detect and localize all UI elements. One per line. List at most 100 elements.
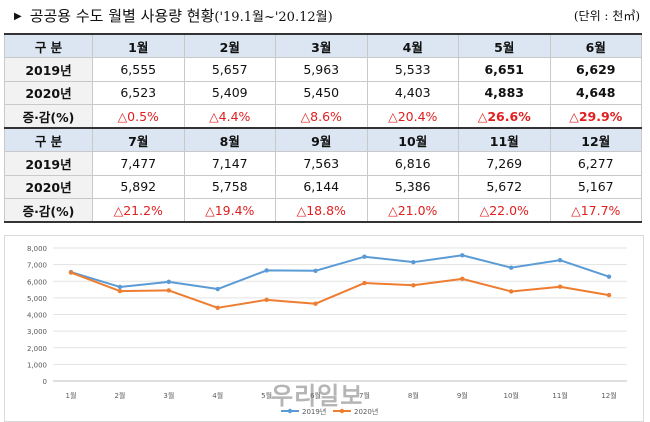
- table-cell: △19.4%: [183, 198, 276, 224]
- table-cell: △0.5%: [92, 103, 185, 129]
- y-tick-label: 6,000: [27, 278, 47, 286]
- table-cell: 5,533: [366, 57, 459, 82]
- table-cell: △18.8%: [275, 198, 368, 224]
- row-label: 구 분: [4, 33, 93, 59]
- x-tick-label: 5월: [261, 391, 272, 400]
- line-chart: 0 1,000 2,000 3,000 4,000 5,000 6,000 7,000 8,00…: [4, 235, 644, 422]
- x-tick-label: 11월: [552, 391, 567, 400]
- table-cell: △26.6%: [458, 103, 551, 129]
- x-tick-label: 4월: [212, 391, 223, 400]
- table-cell: 6,816: [366, 151, 459, 176]
- row-label: 증·감(%): [4, 198, 93, 224]
- table-cell: △17.7%: [549, 198, 642, 224]
- table-cell: 5,657: [183, 57, 276, 82]
- title-text: 공공용 수도 월별 사용량 현황: [29, 7, 215, 25]
- data-point: [508, 289, 514, 294]
- x-tick-label: 8월: [408, 391, 419, 400]
- y-tick-label: 4,000: [27, 312, 47, 320]
- table-cell: 5,409: [183, 80, 276, 105]
- table-cell: 5,758: [183, 174, 276, 200]
- data-point: [68, 270, 74, 275]
- data-point: [117, 284, 123, 290]
- data-point: [166, 288, 172, 293]
- row-label: 2020년: [4, 174, 93, 200]
- unit-label: (단위 : 천㎥): [573, 9, 640, 23]
- x-tick-label: 6월: [310, 391, 321, 400]
- table-cell: △22.0%: [458, 198, 551, 224]
- x-tick-label: 2월: [114, 391, 125, 400]
- table-row: 2019년 7,477 7,147 7,563 6,816 7,269 6,277: [4, 151, 642, 176]
- usage-table: 구 분 1월 2월 3월 4월 5월 6월 2019년 6,555 5,657 5,963 5,533…: [4, 33, 642, 224]
- series-line-2019: [70, 254, 610, 291]
- legend-marker: [287, 408, 293, 414]
- data-point: [460, 276, 465, 282]
- table-cell: 6,651: [458, 57, 551, 82]
- row-label: 구 분: [4, 127, 93, 153]
- data-point: [411, 283, 416, 288]
- table-cell: 5,386: [366, 174, 459, 200]
- triangle-bullet-icon: ▶: [14, 11, 22, 22]
- month-header: 1월: [92, 33, 185, 59]
- table-cell: 4,883: [458, 80, 551, 105]
- data-point: [264, 268, 269, 273]
- data-point: [215, 286, 220, 292]
- legend-marker: [339, 408, 345, 414]
- table-cell: △29.9%: [549, 103, 642, 129]
- table-cell: 5,450: [275, 80, 368, 105]
- table-cell: △21.2%: [92, 198, 185, 224]
- table-cell: △8.6%: [275, 103, 368, 129]
- table-row: 구 분 1월 2월 3월 4월 5월 6월: [4, 33, 642, 59]
- y-tick-label: 8,000: [27, 245, 47, 253]
- y-tick-label: 0: [43, 378, 47, 386]
- table-cell: △4.4%: [183, 103, 276, 129]
- row-label: 2020년: [4, 80, 93, 105]
- data-point: [606, 274, 612, 279]
- data-point: [166, 279, 172, 285]
- data-point: [557, 284, 563, 289]
- row-label: 2019년: [4, 57, 93, 82]
- month-header: 6월: [549, 33, 642, 59]
- x-tick-label: 12월: [601, 391, 616, 400]
- table-cell: 4,403: [366, 80, 459, 105]
- x-tick-label: 9월: [457, 391, 468, 400]
- month-header: 2월: [183, 33, 276, 59]
- series-line-2020: [70, 271, 610, 309]
- header: ▶ 공공용 수도 월별 사용량 현황('19.1월~'20.12월) (단위 : …: [0, 0, 650, 28]
- month-header: 9월: [275, 127, 368, 153]
- table-cell: 4,648: [549, 80, 642, 105]
- table-cell: 7,563: [275, 151, 368, 176]
- watermark: 우리일보: [271, 382, 364, 410]
- table-row: 2019년 6,555 5,657 5,963 5,533 6,651 6,629: [4, 57, 642, 82]
- table-cell: △20.4%: [366, 103, 459, 129]
- data-point: [606, 292, 612, 298]
- data-point: [117, 288, 123, 294]
- month-header: 12월: [549, 127, 642, 153]
- month-header: 10월: [366, 127, 459, 153]
- table-cell: 6,629: [549, 57, 642, 82]
- table-cell: 5,167: [549, 174, 642, 200]
- month-header: 11월: [458, 127, 551, 153]
- table-cell: △21.0%: [366, 198, 459, 224]
- row-label: 증·감(%): [4, 103, 93, 129]
- month-header: 4월: [366, 33, 459, 59]
- month-header: 8월: [183, 127, 276, 153]
- table-cell: 5,892: [92, 174, 185, 200]
- month-header: 3월: [275, 33, 368, 59]
- y-tick-label: 7,000: [27, 262, 47, 270]
- data-point: [460, 253, 465, 258]
- x-tick-label: 7월: [359, 391, 370, 400]
- month-header: 7월: [92, 127, 185, 153]
- y-tick-label: 1,000: [27, 361, 47, 369]
- y-tick-label: 2,000: [27, 345, 47, 353]
- data-point: [313, 268, 318, 273]
- legend-label: 2020년: [354, 407, 378, 416]
- table-cell: 5,963: [275, 57, 368, 82]
- table-row: 증·감(%) △21.2% △19.4% △18.8% △21.0% △22.0% △17.…: [4, 198, 642, 224]
- x-tick-label: 10월: [504, 391, 519, 400]
- table-row: 증·감(%) △0.5% △4.4% △8.6% △20.4% △26.6% △29.9%: [4, 103, 642, 129]
- table-cell: 7,477: [92, 151, 185, 176]
- table-row: 2020년 5,892 5,758 6,144 5,386 5,672 5,167: [4, 174, 642, 200]
- y-tick-label: 3,000: [27, 328, 47, 336]
- table-cell: 6,144: [275, 174, 368, 200]
- row-label: 2019년: [4, 151, 93, 176]
